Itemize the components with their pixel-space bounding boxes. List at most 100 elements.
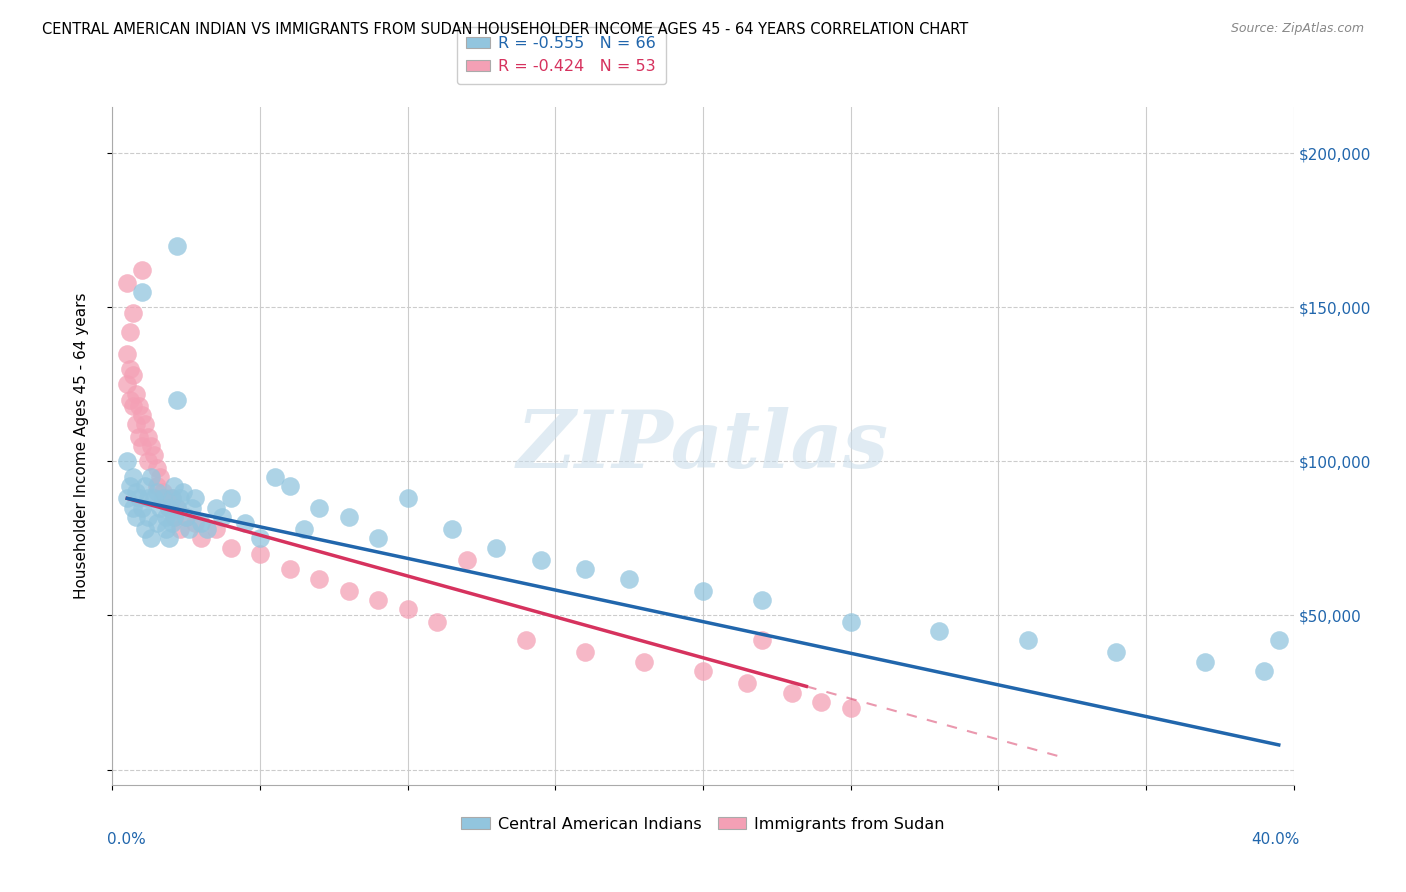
Point: [619, 572, 641, 586]
Point: [367, 532, 389, 546]
Point: [166, 238, 188, 252]
Point: [233, 516, 256, 530]
Point: [485, 541, 508, 555]
Point: [278, 562, 301, 576]
Point: [184, 491, 207, 506]
Point: [160, 491, 183, 506]
Point: [157, 500, 180, 515]
Point: [308, 500, 330, 515]
Point: [751, 593, 773, 607]
Point: [574, 562, 596, 576]
Point: [122, 399, 145, 413]
Point: [120, 479, 142, 493]
Point: [810, 695, 832, 709]
Point: [396, 491, 419, 506]
Point: [122, 368, 145, 383]
Point: [737, 676, 759, 690]
Text: CENTRAL AMERICAN INDIAN VS IMMIGRANTS FROM SUDAN HOUSEHOLDER INCOME AGES 45 - 64: CENTRAL AMERICAN INDIAN VS IMMIGRANTS FR…: [42, 22, 969, 37]
Point: [181, 500, 204, 515]
Point: [157, 500, 180, 515]
Point: [139, 470, 162, 484]
Point: [146, 479, 169, 493]
Point: [146, 460, 169, 475]
Point: [125, 386, 148, 401]
Point: [146, 516, 169, 530]
Point: [780, 685, 803, 699]
Point: [120, 392, 142, 407]
Point: [1017, 633, 1039, 648]
Point: [292, 522, 315, 536]
Point: [142, 491, 165, 506]
Point: [149, 470, 172, 484]
Point: [146, 485, 169, 500]
Point: [117, 276, 138, 290]
Point: [337, 509, 360, 524]
Point: [122, 470, 145, 484]
Point: [163, 479, 186, 493]
Point: [184, 516, 207, 530]
Point: [169, 491, 191, 506]
Point: [155, 509, 177, 524]
Point: [190, 532, 212, 546]
Point: [169, 522, 191, 536]
Point: [174, 509, 197, 524]
Point: [131, 285, 153, 299]
Point: [219, 491, 242, 506]
Point: [441, 522, 464, 536]
Point: [179, 522, 201, 536]
Point: [195, 522, 218, 536]
Point: [134, 522, 156, 536]
Point: [163, 509, 186, 524]
Point: [142, 448, 165, 462]
Point: [264, 470, 287, 484]
Point: [1268, 633, 1291, 648]
Text: 0.0%: 0.0%: [107, 832, 145, 847]
Point: [308, 572, 330, 586]
Point: [131, 500, 153, 515]
Point: [249, 532, 271, 546]
Point: [136, 491, 159, 506]
Point: [205, 522, 228, 536]
Point: [166, 500, 188, 515]
Point: [367, 593, 389, 607]
Point: [131, 439, 153, 453]
Point: [174, 509, 197, 524]
Point: [163, 509, 186, 524]
Text: ZIPatlas: ZIPatlas: [517, 408, 889, 484]
Text: 40.0%: 40.0%: [1251, 832, 1299, 847]
Point: [166, 392, 188, 407]
Point: [122, 500, 145, 515]
Point: [122, 306, 145, 320]
Point: [136, 454, 159, 468]
Text: Source: ZipAtlas.com: Source: ZipAtlas.com: [1230, 22, 1364, 36]
Point: [155, 491, 177, 506]
Point: [751, 633, 773, 648]
Point: [1194, 655, 1216, 669]
Point: [134, 417, 156, 432]
Point: [249, 547, 271, 561]
Point: [152, 485, 174, 500]
Point: [160, 491, 183, 506]
Point: [117, 454, 138, 468]
Point: [692, 583, 714, 598]
Point: [136, 509, 159, 524]
Point: [155, 522, 177, 536]
Point: [928, 624, 950, 638]
Point: [157, 532, 180, 546]
Point: [125, 485, 148, 500]
Point: [839, 615, 862, 629]
Point: [117, 346, 138, 360]
Point: [1105, 645, 1128, 659]
Point: [1253, 664, 1275, 678]
Point: [120, 362, 142, 376]
Point: [337, 583, 360, 598]
Point: [515, 633, 537, 648]
Point: [139, 532, 162, 546]
Point: [456, 553, 478, 567]
Point: [529, 553, 551, 567]
Point: [136, 430, 159, 444]
Point: [278, 479, 301, 493]
Point: [633, 655, 655, 669]
Point: [190, 516, 212, 530]
Point: [211, 509, 233, 524]
